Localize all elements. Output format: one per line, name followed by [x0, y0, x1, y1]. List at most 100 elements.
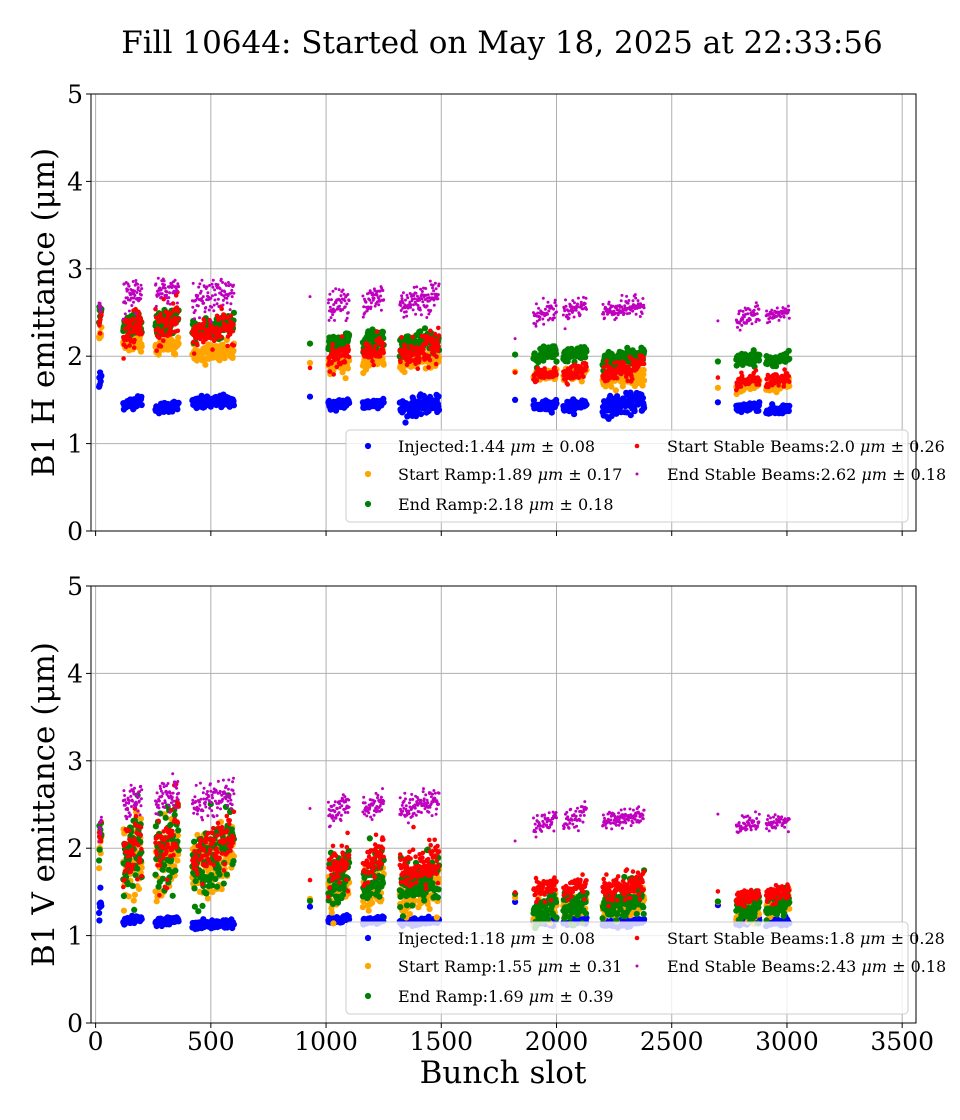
data-point — [404, 310, 408, 314]
data-point — [345, 343, 351, 349]
data-point — [136, 286, 140, 290]
data-point — [638, 315, 642, 318]
data-point — [167, 296, 171, 300]
data-point — [164, 321, 170, 326]
data-point — [546, 300, 550, 304]
data-point — [382, 298, 386, 302]
data-point — [212, 309, 216, 313]
legend-label: Start Stable Beams:2.0 μm ± 0.26 — [667, 437, 945, 456]
data-point — [221, 303, 225, 307]
data-point — [98, 302, 102, 305]
data-point — [210, 347, 215, 352]
data-point — [330, 341, 335, 347]
data-point — [555, 310, 558, 314]
data-point — [138, 393, 145, 400]
data-point — [371, 362, 377, 368]
data-point — [755, 407, 762, 414]
data-point — [210, 305, 214, 309]
legend-marker — [364, 442, 372, 450]
data-point — [565, 382, 570, 387]
data-point — [121, 356, 126, 361]
data-point — [585, 307, 588, 311]
data-point — [633, 293, 637, 297]
data-point — [344, 365, 351, 372]
data-point — [346, 311, 350, 315]
data-point — [420, 290, 424, 293]
data-point — [96, 865, 103, 872]
data-point — [619, 299, 623, 303]
data-point — [641, 377, 648, 384]
data-point — [209, 296, 213, 300]
data-point — [583, 401, 590, 408]
data-point — [330, 920, 337, 927]
data-point — [631, 408, 638, 415]
data-point — [362, 305, 366, 309]
data-point — [138, 916, 145, 923]
data-point — [631, 299, 635, 303]
data-point — [99, 305, 103, 309]
data-points — [96, 276, 793, 426]
data-point — [415, 366, 421, 372]
data-point — [553, 350, 560, 358]
data-point — [530, 397, 538, 404]
legend-label: Start Ramp:1.89 μm ± 0.17 — [398, 465, 622, 484]
data-point — [614, 375, 620, 381]
data-point — [120, 907, 127, 914]
data-point — [622, 311, 626, 315]
data-point — [434, 287, 438, 291]
data-point — [308, 295, 312, 299]
data-point — [416, 304, 420, 307]
data-point — [429, 309, 433, 312]
data-point — [757, 307, 761, 311]
data-point — [136, 282, 140, 286]
data-point — [765, 309, 769, 313]
data-point — [134, 279, 138, 282]
legend-label: End Stable Beams:2.62 μm ± 0.18 — [667, 465, 946, 484]
data-point — [345, 302, 349, 306]
data-point — [381, 350, 387, 356]
data-point — [176, 316, 181, 322]
data-point — [414, 312, 418, 316]
data-point — [602, 312, 606, 316]
data-point — [369, 301, 373, 305]
data-point — [327, 369, 333, 374]
data-point — [210, 282, 214, 286]
data-point — [347, 299, 351, 303]
data-point — [377, 303, 381, 307]
data-point — [548, 316, 552, 320]
data-point — [542, 322, 546, 326]
data-point — [174, 406, 181, 413]
data-point — [211, 278, 215, 282]
data-point — [372, 296, 376, 300]
data-point — [154, 304, 158, 308]
data-point — [554, 371, 559, 377]
data-point — [427, 357, 433, 363]
data-point — [428, 328, 433, 334]
data-point — [786, 355, 793, 362]
data-point — [219, 306, 224, 312]
data-point — [641, 916, 648, 923]
data-point — [198, 392, 205, 399]
data-point — [137, 815, 145, 822]
data-point — [364, 300, 368, 304]
data-point — [225, 301, 229, 305]
data-point — [201, 295, 205, 299]
data-point — [409, 303, 413, 307]
data-point — [402, 419, 409, 426]
data-point — [547, 309, 551, 313]
data-point — [225, 343, 230, 349]
data-point — [175, 301, 179, 305]
data-point — [202, 301, 206, 305]
data-point — [642, 306, 646, 310]
data-point — [415, 285, 419, 289]
data-point — [536, 311, 540, 315]
data-point — [554, 304, 558, 308]
legend-label: End Ramp:2.18 μm ± 0.18 — [398, 495, 614, 514]
data-point — [333, 318, 336, 322]
data-point — [538, 315, 542, 319]
data-point — [339, 334, 345, 339]
data-point — [99, 312, 104, 318]
data-point — [430, 292, 434, 296]
data-point — [379, 308, 383, 312]
data-point — [97, 331, 103, 336]
